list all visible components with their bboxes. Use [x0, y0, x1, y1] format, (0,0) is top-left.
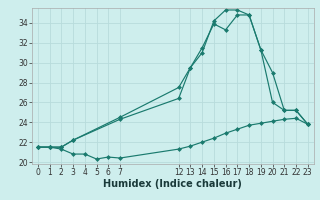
X-axis label: Humidex (Indice chaleur): Humidex (Indice chaleur)	[103, 179, 242, 189]
